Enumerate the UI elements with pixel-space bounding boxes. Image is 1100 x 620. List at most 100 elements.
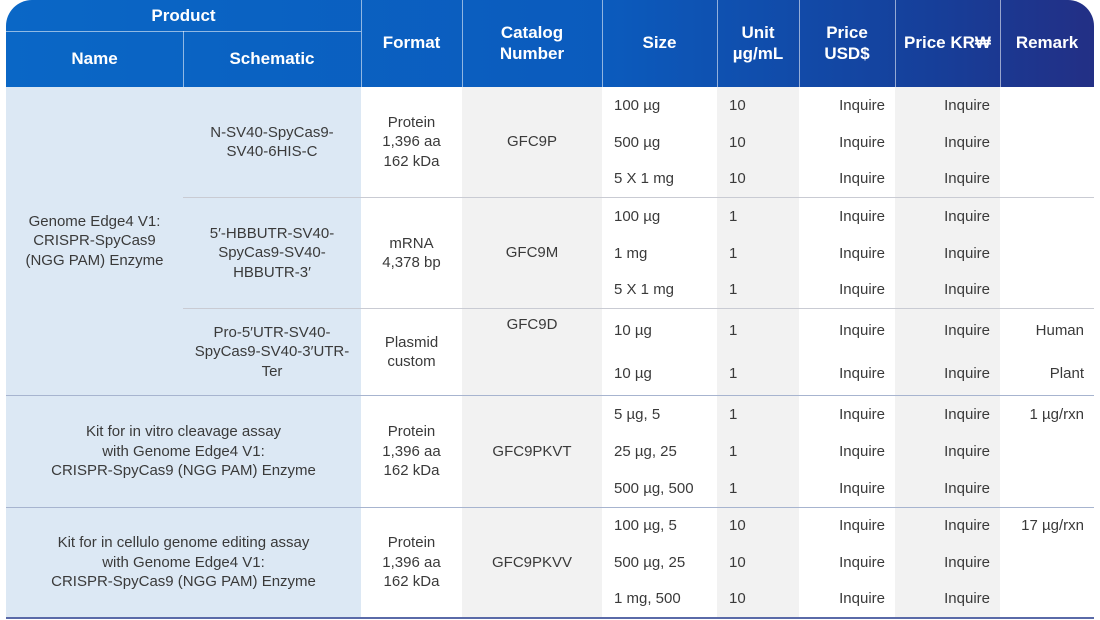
price-krw-cell: Inquire xyxy=(944,322,990,340)
price-krw-cell: Inquire xyxy=(944,479,990,497)
size-cell: 500 µg, 25 xyxy=(614,553,686,571)
catalog-number: GFC9PKVT xyxy=(492,442,572,460)
row-separator xyxy=(183,197,1094,198)
price-krw-cell: Inquire xyxy=(944,442,990,460)
price-krw-cell: Inquire xyxy=(944,553,990,571)
price-usd-cell: Inquire xyxy=(839,442,885,460)
price-krw-cell: Inquire xyxy=(944,96,990,114)
unit-cell: 1 xyxy=(729,442,738,460)
price-krw-cell: Inquire xyxy=(944,590,990,608)
unit-cell: 1 xyxy=(729,207,738,225)
price-krw-cell: Inquire xyxy=(944,281,990,299)
price-usd-cell: Inquire xyxy=(839,96,885,114)
size-cell: 10 µg xyxy=(614,365,652,383)
price-usd-cell: Inquire xyxy=(839,281,885,299)
header-col-divider xyxy=(602,0,603,87)
unit-cell: 1 xyxy=(729,365,738,383)
header-col-divider xyxy=(895,0,896,87)
header-price-krw: Price KR₩ xyxy=(904,33,991,53)
price-usd-cell: Inquire xyxy=(839,517,885,535)
format-cell: Protein 1,396 aa 162 kDa xyxy=(382,423,441,480)
price-usd-cell: Inquire xyxy=(839,365,885,383)
header-col-divider xyxy=(1000,0,1001,87)
name-column-band xyxy=(6,87,361,618)
unit-cell: 10 xyxy=(729,96,746,114)
price-krw-cell: Inquire xyxy=(944,405,990,423)
product-name: Genome Edge4 V1: CRISPR-SpyCas9 (NGG PAM) … xyxy=(25,212,164,269)
size-cell: 1 mg, 500 xyxy=(614,590,681,608)
price-usd-cell: Inquire xyxy=(839,133,885,151)
price-usd-cell: Inquire xyxy=(839,479,885,497)
price-usd-cell: Inquire xyxy=(839,590,885,608)
price-krw-cell: Inquire xyxy=(944,365,990,383)
size-cell: 100 µg xyxy=(614,207,661,225)
schematic-cell: N-SV40-SpyCas9- SV40-6HIS-C xyxy=(210,123,334,161)
remark-cell: 17 µg/rxn xyxy=(1021,517,1084,535)
catalog-number: GFC9PKVV xyxy=(491,553,573,571)
size-cell: 500 µg xyxy=(614,133,661,151)
group-separator xyxy=(6,507,1094,508)
price-krw-column-band xyxy=(895,87,1000,618)
size-cell: 5 µg, 5 xyxy=(614,405,661,423)
schematic-cell: Pro-5′UTR-SV40- SpyCas9-SV40-3′UTR- Ter xyxy=(194,323,350,380)
format-cell: Protein 1,396 aa 162 kDa xyxy=(382,113,441,170)
header-catalog: Catalog Number xyxy=(462,0,602,87)
price-krw-cell: Inquire xyxy=(944,517,990,535)
header-price-usd: Price USD$ xyxy=(799,0,895,87)
size-cell: 25 µg, 25 xyxy=(614,442,677,460)
unit-cell: 1 xyxy=(729,281,738,299)
price-krw-cell: Inquire xyxy=(944,207,990,225)
header-col-divider xyxy=(183,31,184,87)
size-cell: 100 µg xyxy=(614,96,661,114)
catalog-column-band xyxy=(462,87,602,618)
size-cell: 10 µg xyxy=(614,322,652,340)
group-separator xyxy=(6,395,1094,396)
header-catalog-line2: Number xyxy=(499,43,565,63)
unit-cell: 10 xyxy=(729,517,746,535)
unit-cell: 1 xyxy=(729,244,738,262)
remark-cell: 1 µg/rxn xyxy=(1029,405,1085,423)
header-col-divider xyxy=(799,0,800,87)
price-usd-cell: Inquire xyxy=(839,170,885,188)
price-usd-cell: Inquire xyxy=(839,405,885,423)
remark-cell: Plant xyxy=(1049,365,1084,383)
size-cell: 5 X 1 mg xyxy=(614,170,675,188)
size-cell: 5 X 1 mg xyxy=(614,281,675,299)
price-krw-cell: Inquire xyxy=(944,133,990,151)
header-size: Size xyxy=(642,33,677,53)
remark-cell: Human xyxy=(1035,322,1084,340)
table-header xyxy=(6,0,1094,87)
header-unit: Unit µg/mL xyxy=(717,0,799,87)
kit-name: Kit for in vitro cleavage assay with Geno… xyxy=(51,423,316,480)
price-usd-cell: Inquire xyxy=(839,244,885,262)
schematic-cell: 5′-HBBUTR-SV40- SpyCas9-SV40- HBBUTR-3′ xyxy=(209,224,335,281)
size-cell: 500 µg, 500 xyxy=(614,479,694,497)
unit-cell: 10 xyxy=(729,553,746,571)
format-cell: Protein 1,396 aa 162 kDa xyxy=(382,534,441,591)
header-unit-line2: µg/mL xyxy=(732,43,784,63)
table-bottom-border xyxy=(6,617,1094,619)
header-col-divider xyxy=(361,0,362,87)
unit-cell: 10 xyxy=(729,590,746,608)
header-col-divider xyxy=(462,0,463,87)
price-usd-cell: Inquire xyxy=(839,207,885,225)
price-usd-cell: Inquire xyxy=(839,322,885,340)
unit-cell: 1 xyxy=(729,479,738,497)
format-cell: Plasmid custom xyxy=(384,333,439,371)
header-product: Product xyxy=(151,5,216,25)
header-schematic: Schematic xyxy=(229,49,315,69)
catalog-number: GFC9M xyxy=(505,244,559,262)
header-unit-line1: Unit xyxy=(741,23,775,43)
catalog-number: GFC9P xyxy=(506,133,557,151)
header-col-divider xyxy=(717,0,718,87)
header-price-usd-line2: USD$ xyxy=(824,43,870,63)
catalog-number: GFC9D xyxy=(506,316,558,334)
unit-cell: 10 xyxy=(729,170,746,188)
price-usd-cell: Inquire xyxy=(839,553,885,571)
unit-cell: 1 xyxy=(729,322,738,340)
row-separator xyxy=(183,308,1094,309)
price-krw-cell: Inquire xyxy=(944,244,990,262)
unit-cell: 10 xyxy=(729,133,746,151)
header-name: Name xyxy=(71,49,118,69)
price-krw-cell: Inquire xyxy=(944,170,990,188)
